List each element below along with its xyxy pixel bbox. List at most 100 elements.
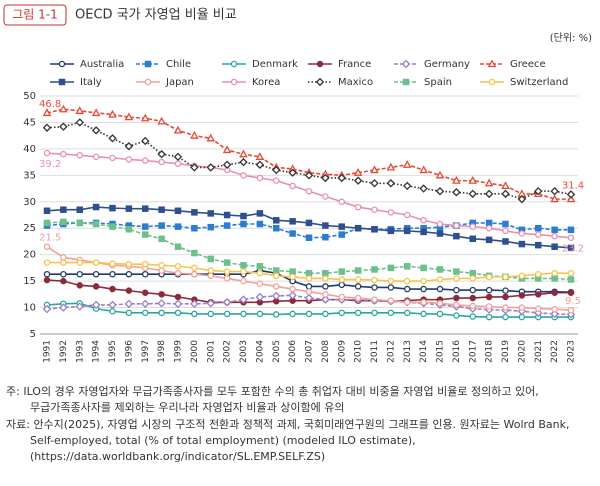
marker <box>436 230 444 237</box>
marker <box>91 126 101 135</box>
marker <box>223 268 231 275</box>
marker <box>370 165 379 174</box>
x-tick-label: 2009 <box>337 340 347 363</box>
marker <box>322 283 329 290</box>
marker <box>370 179 379 188</box>
marker <box>420 299 427 306</box>
marker <box>436 276 444 283</box>
note: 무급가족종사자를 제외하는 우리나라 자영업자 비율과 상이함에 유의 <box>30 400 344 414</box>
marker <box>272 267 280 274</box>
x-tick-label: 2013 <box>403 340 413 363</box>
marker <box>403 285 411 293</box>
marker <box>272 224 280 232</box>
marker <box>109 223 116 230</box>
marker <box>125 270 133 278</box>
marker <box>304 171 314 180</box>
marker <box>354 309 362 317</box>
marker <box>502 293 509 301</box>
marker <box>322 310 329 318</box>
marker <box>190 299 199 309</box>
note: Self-employed, total (% of total employm… <box>30 434 416 447</box>
marker <box>256 220 264 228</box>
marker <box>60 254 67 261</box>
marker <box>403 299 411 306</box>
marker <box>240 212 247 220</box>
marker <box>436 310 444 318</box>
marker <box>453 301 460 309</box>
marker <box>141 136 150 146</box>
marker <box>288 168 297 177</box>
marker <box>305 269 313 277</box>
marker <box>316 60 324 68</box>
series-line <box>46 108 571 200</box>
marker <box>321 295 330 304</box>
x-tick-label: 2020 <box>517 340 527 363</box>
marker <box>469 286 476 294</box>
marker <box>305 234 313 241</box>
marker <box>402 160 412 168</box>
marker <box>353 168 363 176</box>
marker <box>485 293 493 301</box>
figure-label: 그림 1-1 <box>12 8 58 22</box>
marker <box>75 106 85 114</box>
marker <box>550 186 559 196</box>
marker <box>125 226 133 233</box>
marker <box>191 209 198 216</box>
marker <box>59 104 68 113</box>
figure-label-box <box>3 4 67 26</box>
marker <box>371 276 378 284</box>
marker <box>567 306 575 314</box>
marker <box>338 198 345 206</box>
data-label: 39.2 <box>39 159 61 170</box>
marker <box>452 175 461 184</box>
marker <box>551 269 558 277</box>
marker <box>353 176 363 185</box>
marker <box>76 282 84 289</box>
marker <box>272 165 281 175</box>
marker <box>256 269 264 277</box>
marker <box>158 222 165 229</box>
marker <box>551 232 558 240</box>
legend-label: Korea <box>252 77 280 88</box>
marker <box>567 269 575 277</box>
marker <box>141 223 149 230</box>
legend-label: Spain <box>424 77 452 88</box>
legend-label: France <box>338 59 371 70</box>
marker <box>108 109 117 118</box>
marker <box>354 283 362 290</box>
marker <box>535 224 542 232</box>
marker <box>92 259 100 266</box>
marker <box>174 293 182 301</box>
marker <box>321 173 330 183</box>
marker <box>272 291 281 301</box>
marker <box>207 255 214 263</box>
marker <box>206 163 215 172</box>
x-tick-label: 2008 <box>321 340 331 363</box>
marker <box>43 207 51 215</box>
y-tick-label: 45 <box>23 117 36 128</box>
marker <box>157 149 166 159</box>
marker <box>453 312 460 319</box>
marker <box>124 142 134 151</box>
marker <box>230 60 238 68</box>
marker <box>469 235 476 243</box>
marker <box>141 205 149 212</box>
x-tick-label: 2001 <box>206 340 216 363</box>
marker <box>354 294 362 302</box>
x-tick-label: 1995 <box>108 340 118 363</box>
marker <box>468 189 477 199</box>
marker <box>207 310 214 318</box>
marker <box>60 218 67 226</box>
data-label: 23.2 <box>562 244 584 255</box>
marker <box>173 152 183 162</box>
x-tick-label: 2016 <box>452 340 462 363</box>
marker <box>436 300 444 307</box>
x-tick-label: 1997 <box>141 340 151 363</box>
marker <box>144 60 152 68</box>
marker <box>109 270 116 278</box>
marker <box>304 293 314 303</box>
marker <box>567 234 575 241</box>
marker <box>207 210 214 217</box>
marker <box>371 284 378 291</box>
marker <box>338 309 345 317</box>
